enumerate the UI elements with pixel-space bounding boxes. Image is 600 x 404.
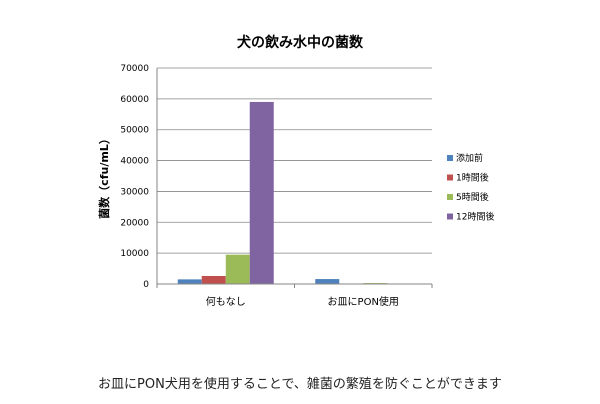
chart: 犬の飲み水中の菌数 0 10000 20000 30000 40000 50000 6000… xyxy=(97,34,494,308)
bar xyxy=(249,101,274,284)
legend-swatch xyxy=(447,213,453,220)
legend-label: 1時間後 xyxy=(456,172,489,184)
legend-swatch xyxy=(447,194,453,200)
y-tick-label: 50000 xyxy=(120,126,149,136)
bar xyxy=(315,279,340,284)
bar xyxy=(201,275,226,284)
x-tick-label: お皿にPON使用 xyxy=(328,295,399,308)
legend-label: 12時間後 xyxy=(456,211,494,223)
grid xyxy=(157,67,432,254)
legend-swatch xyxy=(447,174,453,181)
y-tick-label: 30000 xyxy=(120,187,149,197)
y-tick-label: 10000 xyxy=(120,249,149,259)
y-tick-label: 0 xyxy=(143,280,149,290)
legend-swatch xyxy=(447,155,453,161)
y-tick-label: 40000 xyxy=(120,157,149,167)
y-tick-label: 60000 xyxy=(120,95,149,105)
legend-label: 添加前 xyxy=(456,152,483,164)
x-tick-label: 何もなし xyxy=(206,295,246,308)
y-tick-label: 20000 xyxy=(120,218,149,228)
caption: お皿にPON犬用を使用することで、雑菌の繁殖を防ぐことができます xyxy=(98,377,502,392)
y-tick-label: 70000 xyxy=(120,64,149,74)
legend: 添加前 1時間後 5時間後 12時間後 xyxy=(447,152,494,223)
chart-title: 犬の飲み水中の菌数 xyxy=(237,34,364,51)
axes: 0 10000 20000 30000 40000 50000 60000 70000 何もなし… xyxy=(120,64,433,308)
y-axis-title: 菌数（cfu/mL） xyxy=(97,133,111,219)
legend-label: 5時間後 xyxy=(456,191,489,203)
bar xyxy=(225,254,250,284)
bars xyxy=(177,101,388,284)
bar xyxy=(177,279,202,284)
